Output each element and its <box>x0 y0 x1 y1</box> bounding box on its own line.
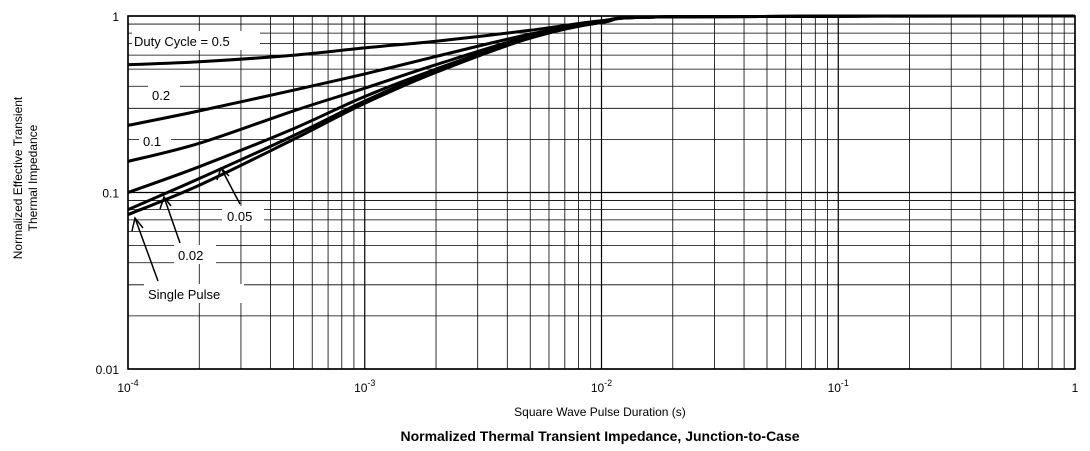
arrow-single-pulse <box>134 217 159 282</box>
arrow-0.05-head <box>216 166 230 181</box>
tick-labels: 10-4 10-3 10-2 10-1 1 1 0.1 0.01 <box>96 10 1079 395</box>
series-label-0.2: 0.2 <box>152 88 170 103</box>
x-tick-label-3: 10-1 <box>828 378 849 395</box>
series-label-0.02: 0.02 <box>178 248 203 263</box>
plot-frame <box>127 15 1076 370</box>
x-tick-label-1: 10-3 <box>354 378 375 395</box>
series-label-single-pulse: Single Pulse <box>148 287 220 302</box>
y-tick-label-1: 0.1 <box>102 187 119 201</box>
grid <box>127 15 1076 370</box>
series-group <box>127 14 1076 216</box>
arrow-single-pulse-head <box>131 216 144 232</box>
series-line-5 <box>127 14 1076 216</box>
x-tick-label-0: 10-4 <box>117 378 138 395</box>
series-label-0.1: 0.1 <box>143 134 161 149</box>
series-label-0.5: Duty Cycle = 0.5 <box>134 34 230 49</box>
chart-caption: Normalized Thermal Transient Impedance, … <box>400 428 799 444</box>
arrow-0.02-head <box>159 195 172 210</box>
x-tick-label-2: 10-2 <box>591 378 612 395</box>
arrow-0.05 <box>220 167 241 205</box>
x-axis-label: Square Wave Pulse Duration (s) <box>514 405 686 419</box>
series-label-0.05: 0.05 <box>227 209 252 224</box>
x-tick-label-4: 1 <box>1072 381 1079 395</box>
arrow-group <box>131 166 241 282</box>
series-label-group: Duty Cycle = 0.5 0.2 0.1 0.05 0.02 Singl… <box>132 31 264 303</box>
arrow-0.02 <box>163 196 181 244</box>
y-axis-label-line1: Normalized Effective Transient <box>11 96 25 259</box>
y-axis-label-line2: Thermal Impedance <box>26 124 40 231</box>
y-tick-label-2: 0.01 <box>96 363 120 377</box>
y-tick-label-0: 1 <box>112 10 119 24</box>
